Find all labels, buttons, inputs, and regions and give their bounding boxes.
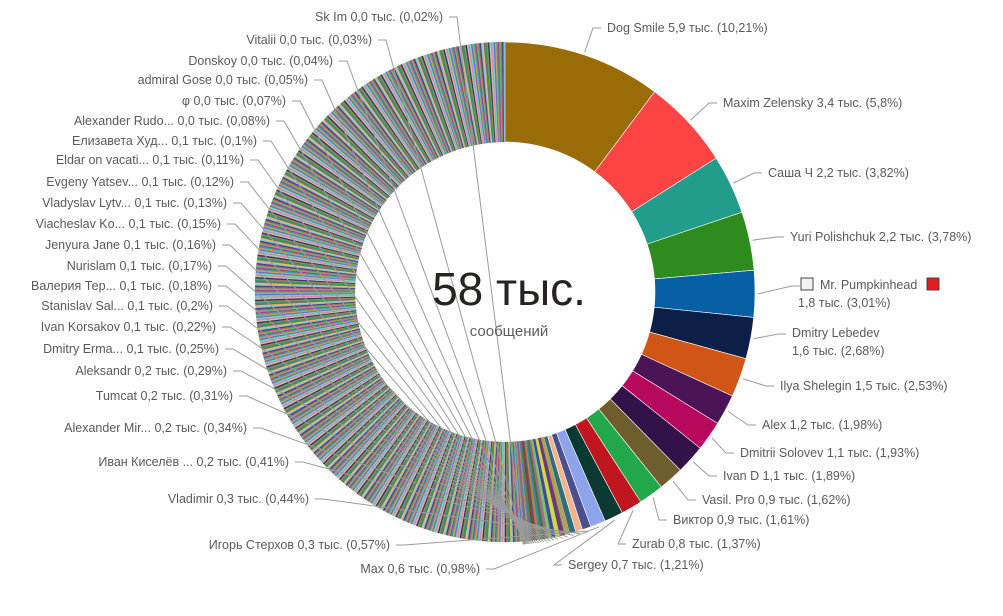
data-label: Vladyslav Lytv... 0,1 тыс. (0,13%) xyxy=(42,196,227,210)
leader-line xyxy=(250,159,531,545)
data-label: Ivan D 1,1 тыс. (1,89%) xyxy=(723,469,855,483)
data-label-value: 1,8 тыс. (3,01%) xyxy=(798,296,891,310)
leader-line xyxy=(486,526,600,570)
data-label: Иван Киселёв ... 0,2 тыс. (0,41%) xyxy=(98,455,289,469)
leader-line xyxy=(339,60,525,545)
leader-line xyxy=(449,16,524,545)
leader-line xyxy=(757,285,800,295)
data-label-name: Dmitry Lebedev xyxy=(792,326,880,340)
legend-swatch-icon xyxy=(926,277,940,291)
data-label: Maxim Zelensky 3,4 тыс. (5,8%) xyxy=(723,96,902,110)
leader-line xyxy=(239,395,563,539)
center-subtitle: сообщений xyxy=(470,323,549,340)
center-total: 58 тыс. xyxy=(432,263,586,315)
leader-line xyxy=(314,79,526,545)
data-label: Игорь Стерхов 0,3 тыс. (0,57%) xyxy=(209,538,390,552)
leader-line xyxy=(240,181,533,544)
data-label: Donskoy 0,0 тыс. (0,04%) xyxy=(188,54,333,68)
data-label-value: 1,6 тыс. (2,68%) xyxy=(792,344,885,358)
leader-line xyxy=(295,461,574,537)
data-label: Саша Ч 2,2 тыс. (3,82%) xyxy=(768,166,909,180)
leader-line xyxy=(742,378,774,387)
data-labels: Dog Smile 5,9 тыс. (10,21%) Maxim Zelensk… xyxy=(31,10,971,576)
data-label: Ilya Shelegin 1,5 тыс. (2,53%) xyxy=(780,379,948,393)
data-label: Sk Im 0,0 тыс. (0,02%) xyxy=(315,10,443,24)
data-label: Dmitry Erma... 0,1 тыс. (0,25%) xyxy=(43,342,219,356)
data-label: Zurab 0,8 тыс. (1,37%) xyxy=(632,537,761,551)
data-label: φ 0,0 тыс. (0,07%) xyxy=(182,94,286,108)
slice-other-567[interactable] xyxy=(503,41,506,143)
leader-line xyxy=(276,120,528,545)
leader-line xyxy=(233,202,535,544)
leader-line xyxy=(753,333,786,340)
leader-line xyxy=(584,27,601,53)
data-label: Alexander Mir... 0,2 тыс. (0,34%) xyxy=(64,421,247,435)
leader-line xyxy=(617,509,634,545)
data-label: Dmitrii Solovev 1,1 тыс. (1,93%) xyxy=(740,446,919,460)
leader-line xyxy=(727,410,756,426)
data-label: Aleksandr 0,2 тыс. (0,29%) xyxy=(75,364,227,378)
data-label: Елизавета Худ... 0,1 тыс. (0,1%) xyxy=(72,134,257,148)
leader-line xyxy=(218,265,542,543)
leader-line xyxy=(292,100,527,545)
data-label: Валерия Тер... 0,1 тыс. (0,18%) xyxy=(31,279,212,293)
leader-line xyxy=(227,223,537,544)
leader-line xyxy=(222,244,539,544)
data-label: Jenyura Jane 0,1 тыс. (0,16%) xyxy=(45,238,216,252)
data-label: Виктор 0,9 тыс. (1,61%) xyxy=(673,513,809,527)
leader-line xyxy=(225,348,555,541)
data-label: Tumcat 0,2 тыс. (0,31%) xyxy=(96,389,233,403)
leader-line xyxy=(378,39,525,545)
leader-line xyxy=(263,140,529,545)
data-label: Sergey 0,7 тыс. (1,21%) xyxy=(568,558,704,572)
data-label: Stanislav Sal... 0,1 тыс. (0,2%) xyxy=(41,299,213,313)
data-label: Nurislam 0,1 тыс. (0,17%) xyxy=(67,259,212,273)
leader-line xyxy=(752,236,784,241)
legend-swatch-icon xyxy=(800,277,814,291)
leader-line xyxy=(711,437,734,454)
leader-line xyxy=(652,497,667,521)
data-label: Yuri Polishchuk 2,2 тыс. (3,78%) xyxy=(790,230,971,244)
leader-line xyxy=(690,102,717,121)
leader-line xyxy=(672,480,696,501)
data-label: Dog Smile 5,9 тыс. (10,21%) xyxy=(607,21,768,35)
data-label: Max 0,6 тыс. (0,98%) xyxy=(360,562,480,576)
donut-hole xyxy=(355,142,655,442)
leader-line xyxy=(733,172,762,184)
leader-line xyxy=(219,305,548,542)
data-label: Vladimir 0,3 тыс. (0,44%) xyxy=(168,492,309,506)
leader-line xyxy=(692,461,717,477)
leader-line xyxy=(315,498,581,535)
data-label: admiral Gose 0,0 тыс. (0,05%) xyxy=(138,73,308,87)
data-label: Vasil. Pro 0,9 тыс. (1,62%) xyxy=(702,493,851,507)
leader-line xyxy=(253,427,568,538)
leader-line xyxy=(218,285,545,543)
leader-line xyxy=(233,370,559,540)
leader-line xyxy=(222,326,551,542)
leader-line xyxy=(552,519,616,566)
data-label: Alex 1,2 тыс. (1,98%) xyxy=(762,418,882,432)
data-label: Vitalii 0,0 тыс. (0,03%) xyxy=(246,33,372,47)
data-label: Viacheslav Ko... 0,1 тыс. (0,15%) xyxy=(36,217,221,231)
data-label: Eldar on vacati... 0,1 тыс. (0,11%) xyxy=(56,153,244,167)
data-label: Evgeny Yatsev... 0,1 тыс. (0,12%) xyxy=(46,175,234,189)
data-label-name: Mr. Pumpkinhead xyxy=(820,278,917,292)
data-label: Alexander Rudo... 0,0 тыс. (0,08%) xyxy=(74,114,270,128)
data-label: Ivan Korsakov 0,1 тыс. (0,22%) xyxy=(41,320,216,334)
